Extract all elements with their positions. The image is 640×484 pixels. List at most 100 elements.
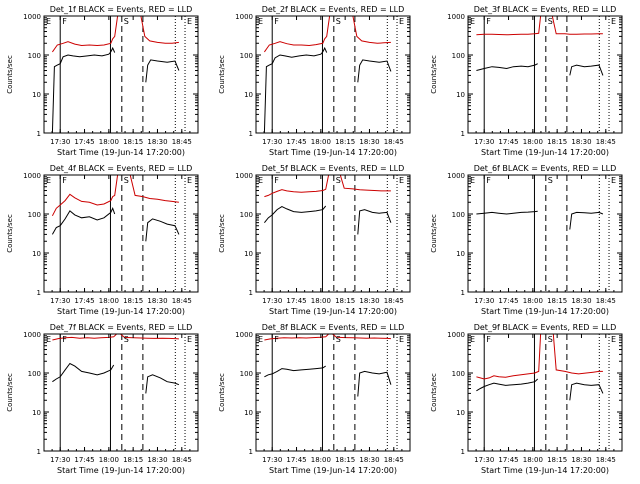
x-tick-label: 17:30 xyxy=(474,297,494,305)
x-tick-label: 17:30 xyxy=(50,297,70,305)
region-flag-label: E xyxy=(258,176,263,185)
chart-panel: Det_2f BLACK = Events, RED = LLD Counts/s… xyxy=(218,5,411,157)
x-tick-label: 17:45 xyxy=(74,456,94,464)
chart-title: Det_6f BLACK = Events, RED = LLD xyxy=(474,164,617,173)
x-tick-label: 18:15 xyxy=(123,456,143,464)
region-flag-label: S xyxy=(336,17,341,26)
chart-title: Det_1f BLACK = Events, RED = LLD xyxy=(50,5,193,14)
x-tick-label: 18:30 xyxy=(571,138,591,146)
y-tick-label: 1 xyxy=(249,448,253,456)
x-axis-label: Start Time (19-Jun-14 17:20:00) xyxy=(481,466,609,475)
region-flag-label: E xyxy=(258,335,263,344)
y-tick-label: 1 xyxy=(461,130,465,138)
region-flag-label: E xyxy=(46,176,51,185)
region-flag-label: E xyxy=(470,17,475,26)
y-tick-label: 100 xyxy=(452,370,465,378)
x-tick-label: 18:45 xyxy=(172,297,192,305)
x-tick-label: 17:30 xyxy=(474,456,494,464)
y-tick-label: 10 xyxy=(244,91,253,99)
x-tick-label: 17:30 xyxy=(262,138,282,146)
x-tick-label: 17:45 xyxy=(74,138,94,146)
chart-panel: Det_4f BLACK = Events, RED = LLD Counts/s… xyxy=(6,164,199,316)
x-tick-label: 17:30 xyxy=(50,138,70,146)
x-tick-label: 18:45 xyxy=(384,456,404,464)
x-axis-label: Start Time (19-Jun-14 17:20:00) xyxy=(269,466,397,475)
lld-series-line xyxy=(476,16,603,36)
x-tick-label: 18:15 xyxy=(335,138,355,146)
chart-title: Det_8f BLACK = Events, RED = LLD xyxy=(262,323,405,332)
events-series-line xyxy=(476,63,604,76)
region-flag-label: F xyxy=(62,17,67,26)
region-flag-label: S xyxy=(548,335,553,344)
x-tick-label: 17:30 xyxy=(262,456,282,464)
y-axis-label: Counts/sec xyxy=(218,214,226,253)
chart-panel: Det_1f BLACK = Events, RED = LLD Counts/s… xyxy=(6,5,199,157)
x-axis-label: Start Time (19-Jun-14 17:20:00) xyxy=(481,148,609,157)
x-axis-label: Start Time (19-Jun-14 17:20:00) xyxy=(481,307,609,316)
y-tick-label: 1000 xyxy=(235,13,253,21)
chart-title: Det_3f BLACK = Events, RED = LLD xyxy=(474,5,617,14)
y-axis-label: Counts/sec xyxy=(218,55,226,94)
y-axis-label: Counts/sec xyxy=(6,214,14,253)
x-tick-label: 18:15 xyxy=(547,456,567,464)
region-flag-label: F xyxy=(486,176,491,185)
plot-frame xyxy=(255,174,411,293)
y-tick-label: 1 xyxy=(461,289,465,297)
events-series-line xyxy=(51,46,180,133)
x-tick-label: 17:45 xyxy=(286,297,306,305)
events-series-line xyxy=(476,210,604,230)
x-axis-label: Start Time (19-Jun-14 17:20:00) xyxy=(57,466,185,475)
x-tick-label: 18:45 xyxy=(172,138,192,146)
x-tick-label: 17:45 xyxy=(286,138,306,146)
region-flag-label: S xyxy=(336,335,341,344)
y-tick-label: 1000 xyxy=(23,13,41,21)
region-flag-label: S xyxy=(124,17,129,26)
y-tick-label: 1000 xyxy=(235,331,253,339)
region-flag-label: E xyxy=(46,335,51,344)
x-tick-label: 18:45 xyxy=(384,297,404,305)
y-tick-label: 1000 xyxy=(447,331,465,339)
chart-panel: Det_3f BLACK = Events, RED = LLD Counts/s… xyxy=(430,5,623,157)
x-tick-label: 18:30 xyxy=(571,456,591,464)
x-tick-label: 18:30 xyxy=(359,297,379,305)
region-flag-label: F xyxy=(486,17,491,26)
x-tick-label: 18:00 xyxy=(99,456,119,464)
x-tick-label: 18:45 xyxy=(384,138,404,146)
lld-series-line xyxy=(264,175,391,198)
chart-panel: Det_7f BLACK = Events, RED = LLD Counts/s… xyxy=(6,323,199,475)
region-flag-label: S xyxy=(124,335,129,344)
region-flag-label: S xyxy=(336,176,341,185)
y-tick-label: 100 xyxy=(240,52,253,60)
x-tick-label: 18:15 xyxy=(335,297,355,305)
region-flag-label: F xyxy=(274,176,279,185)
region-flag-label: F xyxy=(62,335,67,344)
region-flag-label: S xyxy=(548,176,553,185)
lld-series-line xyxy=(52,334,179,341)
x-tick-label: 18:15 xyxy=(547,138,567,146)
events-series-line xyxy=(52,362,180,394)
x-axis-label: Start Time (19-Jun-14 17:20:00) xyxy=(57,307,185,316)
region-flag-label: E xyxy=(399,335,404,344)
events-series-line xyxy=(263,46,392,133)
x-axis-label: Start Time (19-Jun-14 17:20:00) xyxy=(57,148,185,157)
y-tick-label: 100 xyxy=(28,52,41,60)
region-flag-label: E xyxy=(399,17,404,26)
y-tick-label: 1 xyxy=(249,130,253,138)
y-tick-label: 10 xyxy=(456,250,465,258)
region-flag-label: E xyxy=(46,17,51,26)
events-series-line xyxy=(51,206,180,242)
chart-panel: Det_5f BLACK = Events, RED = LLD Counts/s… xyxy=(218,164,411,316)
y-tick-label: 1000 xyxy=(447,13,465,21)
x-tick-label: 18:30 xyxy=(571,297,591,305)
region-flag-label: F xyxy=(274,335,279,344)
y-axis-label: Counts/sec xyxy=(430,214,438,253)
x-tick-label: 18:00 xyxy=(311,297,331,305)
x-tick-label: 18:45 xyxy=(596,297,616,305)
y-tick-label: 10 xyxy=(456,409,465,417)
x-tick-label: 18:00 xyxy=(523,456,543,464)
x-tick-label: 17:45 xyxy=(74,297,94,305)
y-tick-label: 1000 xyxy=(235,172,253,180)
region-flag-label: E xyxy=(470,335,475,344)
